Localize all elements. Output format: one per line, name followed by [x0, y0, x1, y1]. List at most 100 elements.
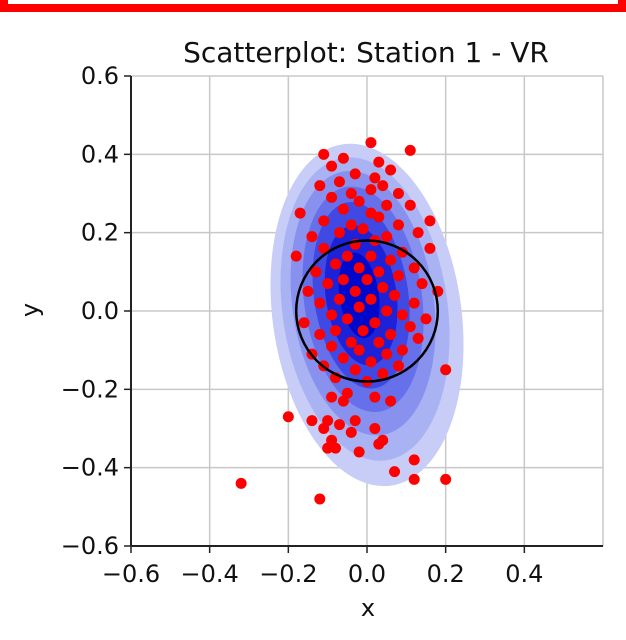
y-axis-title: y	[16, 303, 44, 317]
y-tick-label: −0.2	[61, 375, 119, 403]
scatter-point	[381, 348, 393, 360]
scatter-point	[408, 297, 420, 309]
scatter-point	[333, 176, 345, 188]
scatter-point	[385, 164, 397, 176]
scatter-point	[381, 305, 393, 317]
scatter-point	[392, 188, 404, 199]
scatter-point	[318, 148, 330, 160]
scatter-point	[330, 442, 342, 454]
scatter-point	[326, 340, 338, 352]
scatter-point	[416, 278, 428, 290]
y-tick-label: −0.6	[61, 532, 119, 560]
chart-title: Scatterplot: Station 1 - VR	[183, 36, 549, 69]
scatter-point	[306, 231, 318, 243]
scatter-point	[330, 325, 342, 337]
scatter-point	[341, 250, 353, 262]
scatter-point	[377, 434, 389, 446]
scatter-point	[326, 160, 338, 172]
scatter-point	[377, 180, 389, 192]
scatter-point	[365, 356, 377, 368]
y-tick-label: 0.0	[81, 297, 119, 325]
scatter-point	[408, 473, 420, 485]
scatter-point	[294, 207, 306, 219]
x-tick-label: −0.4	[181, 560, 239, 588]
scatter-point	[440, 364, 452, 376]
scatter-point	[333, 419, 345, 431]
red-frame-inner	[8, 0, 618, 4]
scatter-point	[349, 285, 361, 297]
scatter-point	[424, 242, 436, 254]
scatter-point	[440, 473, 452, 485]
scatter-point	[369, 391, 381, 403]
scatter-point	[404, 144, 416, 156]
x-tick-label: −0.2	[259, 560, 317, 588]
scatter-point	[369, 172, 381, 184]
scatter-point	[318, 242, 330, 254]
scatter-point	[389, 466, 401, 478]
scatter-point	[341, 313, 353, 325]
scatter-point	[357, 325, 369, 337]
scatter-point	[322, 442, 334, 454]
scatter-point	[381, 231, 393, 243]
scatter-point	[365, 137, 377, 149]
density-contours	[270, 143, 464, 487]
scatter-point	[353, 344, 365, 356]
scatter-point	[326, 309, 338, 321]
scatter-point	[345, 219, 357, 231]
scatter-point	[369, 317, 381, 329]
scatter-point	[333, 293, 345, 305]
scatter-point	[365, 293, 377, 305]
reference-circle	[294, 239, 440, 383]
scatter-point	[290, 250, 302, 262]
scatter-point	[381, 199, 393, 211]
scatter-point	[357, 223, 369, 235]
y-tick-label: −0.4	[61, 454, 119, 482]
scatter-point	[412, 332, 424, 344]
scatter-point	[330, 258, 342, 270]
scatter-point	[306, 415, 318, 427]
scatter-point	[337, 395, 349, 407]
scatter-point	[345, 426, 357, 438]
y-tick-label: 0.2	[81, 219, 119, 247]
scatter-point	[353, 446, 365, 458]
scatter-point	[385, 329, 397, 340]
scatter-point	[353, 301, 365, 313]
scatter-point	[318, 423, 330, 434]
scatter-point	[333, 227, 345, 239]
scatter-point	[408, 262, 420, 274]
scatter-point	[235, 477, 247, 489]
scatter-point	[392, 219, 404, 231]
scatter-point	[326, 391, 338, 403]
scatter-point	[408, 454, 420, 466]
y-tick-label: 0.4	[81, 140, 119, 168]
scatter-point	[353, 195, 365, 207]
scatter-point	[404, 321, 416, 333]
scatter-point	[373, 211, 385, 223]
scatter-point	[420, 313, 432, 325]
scatter-point	[377, 368, 389, 380]
scatter-point	[361, 274, 373, 286]
scatter-point	[310, 266, 322, 278]
scatter-point	[302, 285, 314, 297]
scatter-point	[385, 395, 397, 407]
scatter-point	[392, 270, 404, 282]
x-tick-label: −0.6	[102, 560, 160, 588]
plot-area: −0.6 −0.4 −0.2 0.0 0.2 0.4 0.6 0.4 0.2 0.0 −0.2 −0.…	[61, 62, 604, 588]
x-tick-label: 0.4	[505, 560, 543, 588]
scatter-point	[377, 282, 389, 293]
scatter-point	[314, 329, 326, 340]
scatter-point	[369, 423, 381, 434]
scatter-point	[404, 199, 416, 211]
scatter-point	[314, 297, 326, 309]
scatter-point	[345, 188, 357, 199]
scatter-point	[396, 344, 408, 356]
scatter-point	[314, 180, 326, 192]
red-frame-border	[0, 0, 626, 16]
scatter-point	[349, 415, 361, 427]
x-tick-label: 0.2	[427, 560, 465, 588]
x-tick-label: 0.0	[348, 560, 386, 588]
scatter-point	[389, 289, 401, 301]
x-axis-title: x	[361, 594, 375, 622]
scatter-point	[337, 274, 349, 286]
